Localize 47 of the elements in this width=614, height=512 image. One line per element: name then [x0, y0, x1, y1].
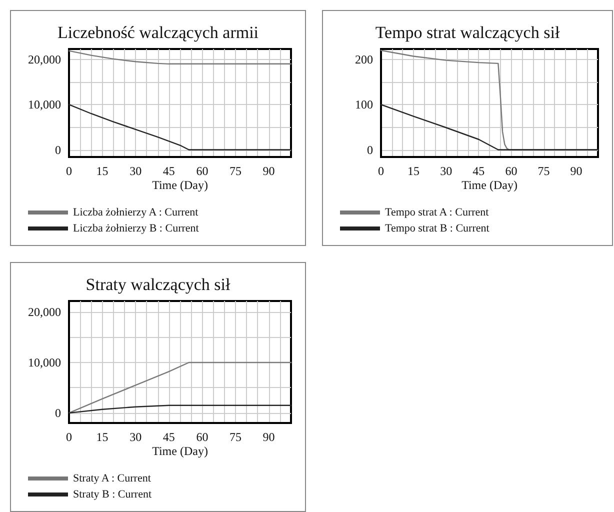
- x-tick-label: 90: [262, 164, 275, 178]
- y-tick-label: 200: [355, 52, 373, 66]
- y-tick-label: 0: [55, 406, 61, 420]
- line-series: [68, 50, 292, 65]
- x-tick-label: 60: [505, 164, 518, 178]
- x-tick-label: 0: [378, 164, 384, 178]
- y-tick-label: 20,000: [28, 52, 61, 66]
- legend-label: Liczba żołnierzy B : Current: [73, 222, 199, 234]
- legend-label: Straty B : Current: [73, 488, 152, 500]
- x-tick-label: 0: [66, 164, 72, 178]
- y-tick-label: 10,000: [28, 356, 61, 370]
- x-tick-label: 15: [96, 164, 108, 178]
- x-tick-label: 30: [130, 430, 142, 444]
- legend-label: Liczba żołnierzy A : Current: [73, 206, 198, 218]
- x-tick-label: 90: [570, 164, 582, 178]
- x-tick-label: 75: [230, 430, 242, 444]
- x-tick-label: 75: [230, 164, 242, 178]
- legend-label: Tempo strat B : Current: [385, 222, 490, 234]
- y-tick-label: 0: [55, 142, 61, 157]
- x-tick-label: 0: [66, 430, 72, 444]
- x-tick-label: 45: [472, 164, 485, 178]
- x-tick-label: 45: [162, 164, 175, 178]
- line-series: [68, 362, 292, 414]
- x-tick-label: 45: [162, 430, 175, 444]
- x-tick-label: 60: [196, 430, 208, 444]
- x-tick-label: 75: [538, 164, 550, 178]
- line-series: [68, 404, 292, 414]
- y-tick-label: 100: [355, 98, 373, 112]
- x-tick-label: 30: [130, 164, 142, 178]
- legend-label: Tempo strat A : Current: [385, 206, 489, 218]
- x-axis-title: Time (Day): [152, 178, 208, 192]
- x-tick-label: 15: [408, 164, 420, 178]
- y-tick-label: 10,000: [28, 98, 61, 112]
- chart-title: Straty walczących sił: [86, 275, 230, 294]
- x-axis-title: Time (Day): [152, 444, 208, 458]
- y-tick-label: 20,000: [28, 305, 61, 320]
- x-tick-label: 30: [440, 164, 452, 178]
- legend-label: Straty A : Current: [73, 472, 151, 484]
- line-series: [68, 104, 292, 150]
- y-tick-label: 0: [367, 142, 373, 157]
- chart-title: Liczebność walczących armii: [57, 23, 259, 42]
- x-tick-label: 15: [96, 430, 108, 444]
- line-series: [380, 104, 599, 150]
- x-axis-title: Time (Day): [462, 178, 518, 192]
- x-tick-label: 60: [196, 164, 208, 178]
- x-tick-label: 90: [262, 430, 275, 444]
- chart-title: Tempo strat walczących sił: [375, 23, 560, 42]
